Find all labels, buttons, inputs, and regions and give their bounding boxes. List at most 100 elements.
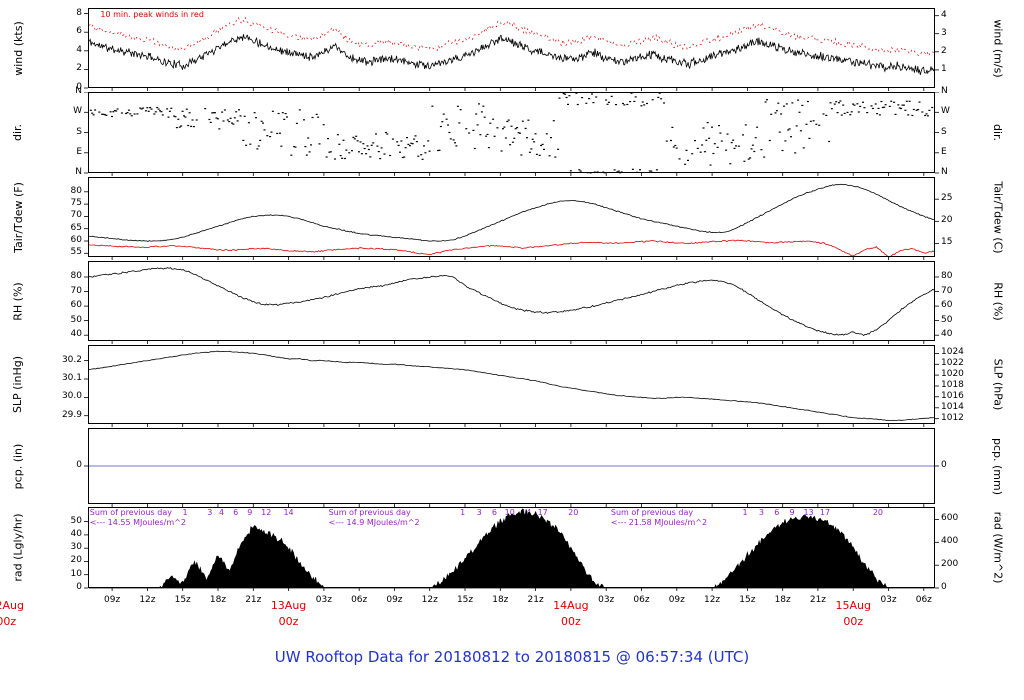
- x-tick-label: 21z: [527, 595, 544, 605]
- x-tick-label: 06z: [351, 595, 368, 605]
- rad-left-tick: 50: [70, 515, 82, 526]
- x-tick-label: 09z: [386, 595, 403, 605]
- rad-hour-mark: 10: [504, 508, 515, 517]
- solar-radiation-series: [88, 508, 935, 589]
- x-tick-label: 03z: [315, 595, 332, 605]
- temp-left-tick: 75: [70, 198, 82, 209]
- temp-right-tick: 15: [941, 237, 953, 248]
- rad-sum-label: Sum of previous day: [610, 508, 694, 517]
- rad-right-axis-label: rad (W/m^2): [984, 507, 1012, 588]
- rad-hour-mark: 13: [803, 508, 814, 517]
- x-tick-label: 03z: [880, 595, 897, 605]
- rad-sum-value: <--- 14.55 MJoules/m^2: [89, 518, 186, 527]
- temp-left-axis-label: Tair/Tdew (F): [4, 177, 32, 257]
- x-date-z-label: 00z: [278, 615, 299, 628]
- relative-humidity-series: [88, 267, 935, 337]
- pcp-left-axis-label-text: pcp. (in): [11, 443, 25, 489]
- x-tick-label: 15z: [456, 595, 474, 605]
- rad-hour-mark: 1: [460, 508, 466, 517]
- x-date-label: 13Aug: [270, 599, 307, 612]
- slp-right-tick: 1020: [941, 369, 964, 380]
- pcp-right-axis-label-text: pcp. (mm): [991, 437, 1005, 495]
- dir-left-tick: S: [76, 126, 82, 137]
- wind-left-tick: 2: [76, 63, 82, 74]
- x-tick-label: 15z: [174, 595, 191, 605]
- slp-right-tick: 1022: [941, 358, 964, 369]
- rh-left-tick: 70: [70, 285, 82, 296]
- peak-wind-series: [88, 16, 935, 57]
- pcp-right-tick: 0: [941, 460, 947, 470]
- pcp-right-axis-label: pcp. (mm): [984, 428, 1012, 504]
- x-tick-label: 06z: [915, 595, 932, 605]
- rh-left-tick: 80: [70, 271, 82, 281]
- wind-left-tick: 0: [76, 82, 82, 92]
- rh-right-tick: 60: [941, 300, 953, 311]
- rad-right-tick: 0: [941, 582, 947, 592]
- rad-left-axis-label-text: rad (Lgly/hr): [11, 513, 25, 582]
- rad-sum-value: <--- 14.9 MJoules/m^2: [328, 518, 420, 527]
- slp-right-axis-label-text: SLP (hPa): [991, 358, 1005, 411]
- dir-right-tick: S: [941, 126, 947, 137]
- dir-left-tick: N: [75, 86, 82, 96]
- rh-right-tick: 50: [941, 314, 953, 325]
- rad-hour-mark: 6: [774, 508, 780, 517]
- rad-sum-label: Sum of previous day: [328, 508, 411, 517]
- x-tick-label: 18z: [774, 595, 791, 605]
- rad-left-axis-label: rad (Lgly/hr): [4, 507, 32, 588]
- dir-left-tick: E: [76, 146, 82, 157]
- dir-right-tick: N: [941, 86, 948, 96]
- pcp-left-axis-label: pcp. (in): [4, 428, 32, 504]
- x-tick-label: 18z: [492, 595, 509, 605]
- wind-left-tick: 8: [76, 7, 82, 18]
- rad-hour-mark: 12: [261, 508, 272, 517]
- temp-left-tick: 55: [70, 247, 82, 258]
- rad-right-tick: 200: [941, 559, 959, 570]
- rad-hour-mark: 6: [491, 508, 497, 517]
- wind-left-tick: 4: [76, 44, 82, 55]
- dir-left-tick: N: [75, 167, 82, 177]
- temp-panel: [84, 177, 939, 260]
- dir-right-tick: N: [941, 167, 948, 177]
- x-tick-label: 06z: [633, 595, 650, 605]
- wind-panel: [84, 8, 939, 91]
- slp-left-axis-label-text: SLP (inHg): [11, 355, 25, 414]
- rh-left-axis-label-text: RH (%): [11, 281, 25, 321]
- slp-right-tick: 1018: [941, 379, 964, 390]
- dewpoint-series: [88, 239, 935, 258]
- rh-left-axis-label: RH (%): [4, 261, 32, 341]
- x-date-label: 14Aug: [553, 599, 589, 612]
- dir-left-axis-label: dir.: [4, 92, 32, 173]
- rh-left-tick: 50: [70, 314, 82, 325]
- air-temperature-series: [88, 183, 935, 242]
- slp-panel: [84, 345, 939, 427]
- temp-right-axis-label: Tair/Tdew (C): [984, 177, 1012, 257]
- temp-left-tick: 65: [70, 222, 82, 233]
- rad-hour-mark: 1: [742, 508, 748, 517]
- x-tick-label: 12z: [703, 595, 721, 605]
- rad-sum-value: <--- 21.58 MJoules/m^2: [610, 518, 708, 527]
- slp-left-tick: 30.1: [61, 372, 82, 383]
- rad-hour-mark: 3: [207, 508, 213, 517]
- rad-hour-mark: 17: [819, 508, 831, 517]
- rad-hour-mark: 17: [537, 508, 548, 517]
- rad-hour-mark: 6: [233, 508, 239, 517]
- temp-right-tick: 25: [941, 193, 953, 204]
- rh-right-tick: 40: [941, 329, 953, 340]
- slp-right-tick: 1012: [941, 412, 964, 423]
- temp-left-tick: 60: [70, 235, 82, 245]
- wind-left-axis-label: wind (kts): [4, 8, 32, 88]
- temp-right-tick: 20: [941, 215, 953, 226]
- peak-wind-note: 10 min. peak winds in red: [100, 10, 204, 19]
- x-date-z-label: 00z: [561, 615, 581, 628]
- rh-right-tick: 80: [941, 271, 953, 281]
- wind-right-tick: 4: [941, 9, 947, 20]
- rad-hour-mark: 1: [182, 508, 188, 517]
- pcp-left-tick: 0: [76, 460, 82, 470]
- pcp-panel: [84, 428, 939, 507]
- temp-left-axis-label-text: Tair/Tdew (F): [11, 181, 25, 253]
- x-tick-label: 03z: [598, 595, 615, 605]
- wind-left-tick: 6: [76, 26, 82, 37]
- x-tick-label: 12z: [421, 595, 438, 605]
- slp-right-tick: 1016: [941, 390, 964, 401]
